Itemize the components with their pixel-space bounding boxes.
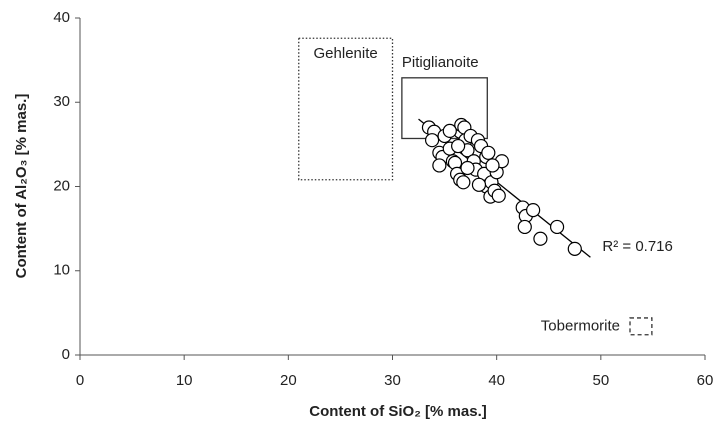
x-tick-label: 20	[280, 372, 297, 389]
point	[533, 231, 548, 246]
region-label: Pitiglianoite	[402, 54, 479, 71]
x-tick-label: 60	[697, 372, 714, 389]
point	[526, 202, 541, 218]
point	[442, 123, 457, 138]
x-tick-label: 10	[176, 372, 193, 389]
point	[424, 133, 440, 148]
point	[517, 219, 532, 235]
y-axis-title: Content of Al₂O₃ [% mas.]	[13, 94, 30, 279]
region	[629, 317, 653, 336]
y-tick-label: 10	[53, 262, 70, 279]
region-label: Gehlenite	[314, 45, 378, 62]
point	[549, 219, 565, 235]
x-tick-label: 30	[384, 372, 401, 389]
y-tick-label: 30	[53, 93, 70, 110]
point	[456, 175, 471, 190]
point	[432, 158, 447, 173]
y-tick-label: 40	[53, 9, 70, 26]
region	[298, 37, 394, 181]
point	[451, 138, 466, 154]
r-squared: R² = 0.716	[602, 238, 672, 255]
point	[485, 158, 500, 173]
point	[567, 241, 582, 256]
point	[491, 188, 506, 203]
x-tick-label: 0	[76, 372, 84, 389]
region-label: Tobermorite	[541, 317, 620, 334]
x-tick-label: 50	[592, 372, 609, 389]
y-tick-label: 0	[62, 346, 70, 363]
y-tick-label: 20	[53, 177, 70, 194]
point	[481, 145, 496, 160]
x-axis-title: Content of SiO₂ [% mas.]	[309, 403, 487, 420]
point	[460, 160, 475, 176]
point	[471, 177, 487, 192]
x-tick-label: 40	[488, 372, 505, 389]
